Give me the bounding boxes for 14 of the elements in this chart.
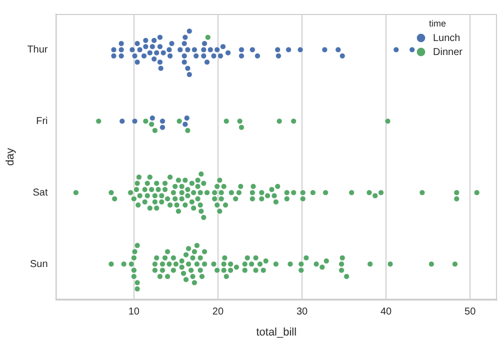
x-tick-label: 40 bbox=[380, 306, 392, 318]
y-tick-label: Sun bbox=[30, 258, 48, 270]
x-axis-title: total_bill bbox=[256, 326, 297, 338]
x-tick-label: 10 bbox=[128, 306, 140, 318]
x-tick-label: 20 bbox=[212, 306, 224, 318]
y-tick-label: Thur bbox=[27, 44, 48, 56]
y-tick-label: Sat bbox=[32, 187, 48, 198]
x-tick-label: 50 bbox=[464, 306, 476, 318]
y-tick-label: Fri bbox=[36, 116, 48, 127]
legend-label: Dinner bbox=[433, 46, 464, 58]
x-tick-label: 30 bbox=[296, 306, 308, 318]
legend-label: Lunch bbox=[433, 32, 460, 44]
y-axis-title: day bbox=[4, 148, 17, 166]
legend-title: time bbox=[429, 18, 446, 28]
